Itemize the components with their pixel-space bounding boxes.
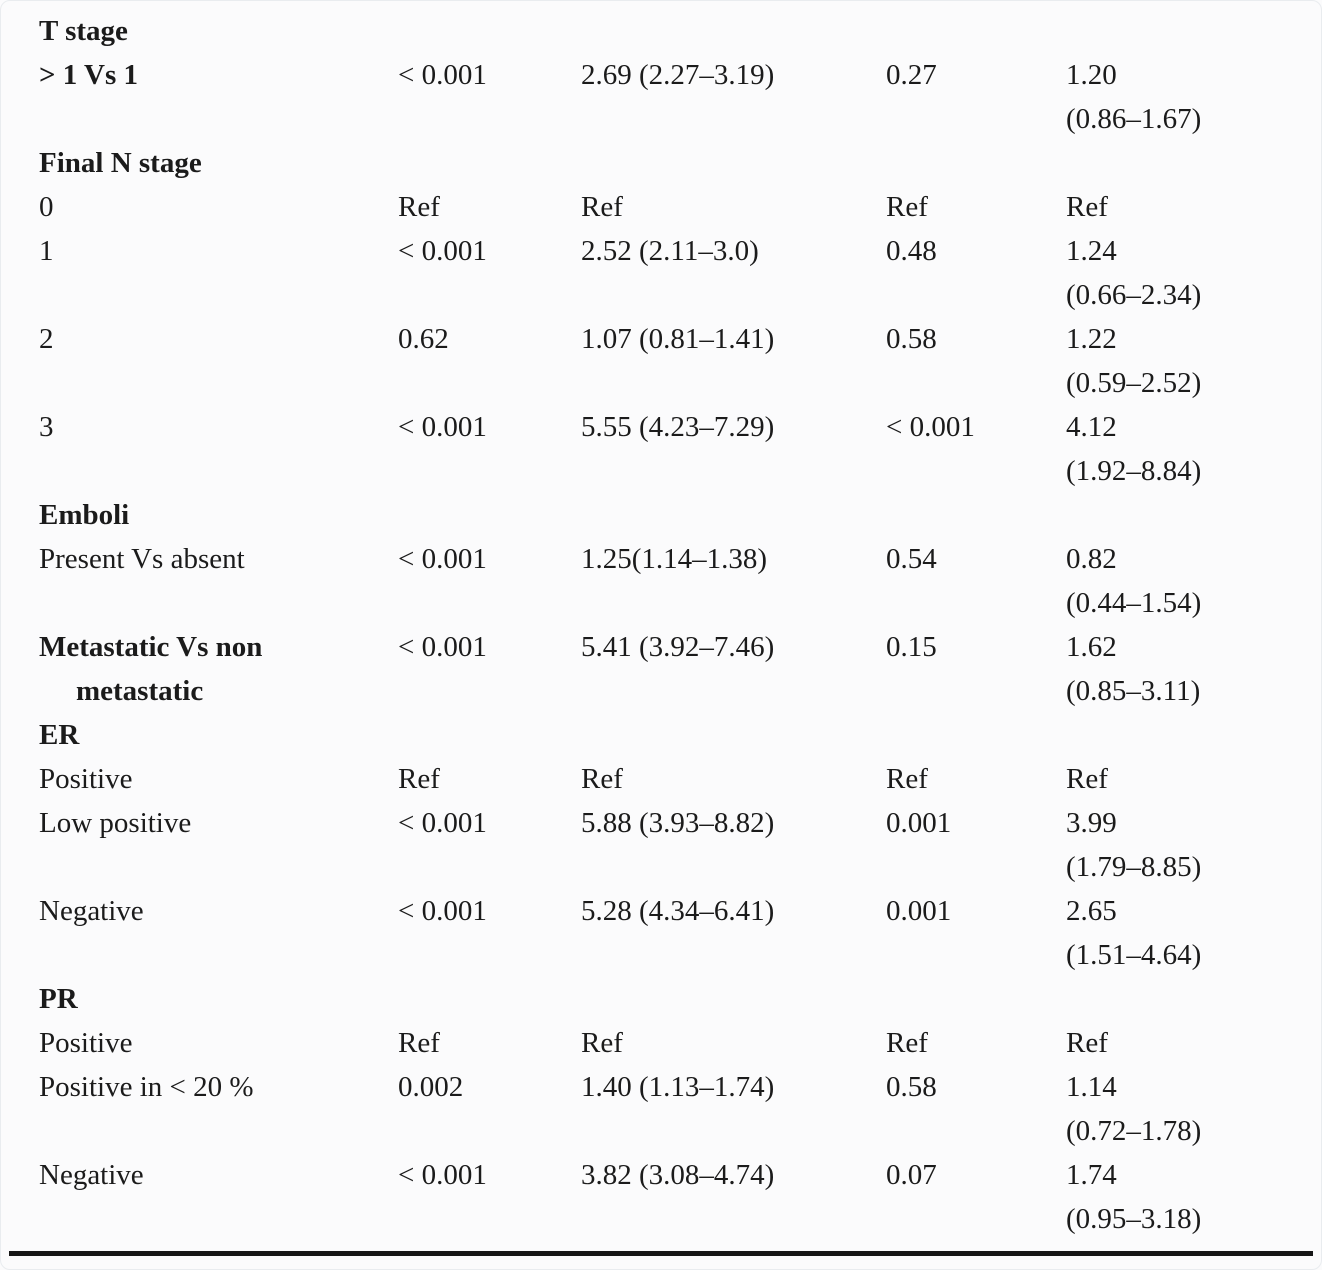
mva-hr-ci-cell: Ref <box>1066 1021 1321 1065</box>
mva-hr-ci: (0.72–1.78) <box>1066 1115 1202 1147</box>
mva-hr-value: 2.65 <box>1066 895 1117 927</box>
row-label: Metastatic Vs non metastatic <box>39 631 263 707</box>
table-body: T stage > 1 Vs 1 < 0.001 2.69 (2.27–3.19) 0.… <box>39 9 1321 1241</box>
row-label: 3 <box>39 411 54 443</box>
uva-p-value-cell: < 0.001 <box>398 59 487 91</box>
uva-p-value-cell: 0.62 <box>398 323 449 355</box>
mva-hr-ci: (0.44–1.54) <box>1066 587 1202 619</box>
mva-hr-value: 1.24 <box>1066 235 1117 267</box>
section-header: Emboli <box>39 499 130 531</box>
mva-hr-ci: (0.59–2.52) <box>1066 367 1202 399</box>
row-label: Present Vs absent <box>39 543 245 575</box>
uva-hr-ci-cell: Ref <box>581 191 623 223</box>
mva-p-value-cell: 0.27 <box>886 59 937 91</box>
row-label: Negative <box>39 1159 144 1191</box>
section-header: PR <box>39 983 78 1015</box>
row-label: > 1 Vs 1 <box>39 59 138 91</box>
row-label: Positive <box>39 763 133 795</box>
mva-hr-ci-cell: 4.12 (1.92–8.84) <box>1066 405 1321 493</box>
uva-hr-ci-cell: 5.28 (4.34–6.41) <box>581 895 775 927</box>
mva-p-value-cell: 0.48 <box>886 235 937 267</box>
mva-hr-ci: (0.95–3.18) <box>1066 1203 1202 1235</box>
mva-hr-ci-cell: 1.22 (0.59–2.52) <box>1066 317 1321 405</box>
row-label: 2 <box>39 323 54 355</box>
uva-p-value-cell: < 0.001 <box>398 807 487 839</box>
uva-hr-ci-cell: 1.07 (0.81–1.41) <box>581 323 775 355</box>
mva-hr-value: 4.12 <box>1066 411 1117 443</box>
mva-hr-value: Ref <box>1066 191 1108 223</box>
uva-p-value-cell: < 0.001 <box>398 235 487 267</box>
section-header: T stage <box>39 15 128 47</box>
uva-p-value-cell: < 0.001 <box>398 631 487 663</box>
mva-hr-value: 1.20 <box>1066 59 1117 91</box>
mva-hr-ci: (0.66–2.34) <box>1066 279 1202 311</box>
mva-hr-ci: (1.79–8.85) <box>1066 851 1202 883</box>
mva-hr-ci-cell: 1.74 (0.95–3.18) <box>1066 1153 1321 1241</box>
row-label: Low positive <box>39 807 192 839</box>
row-label: Positive in < 20 % <box>39 1071 254 1103</box>
mva-hr-ci: (0.86–1.67) <box>1066 103 1202 135</box>
mva-p-value-cell: 0.54 <box>886 543 937 575</box>
mva-hr-ci: (1.92–8.84) <box>1066 455 1202 487</box>
uva-p-value-cell: Ref <box>398 1027 440 1059</box>
row-label: Positive <box>39 1027 133 1059</box>
uva-hr-ci-cell: 1.25(1.14–1.38) <box>581 543 768 575</box>
mva-hr-ci-cell: 1.62 (0.85–3.11) <box>1066 625 1321 713</box>
uva-p-value-cell: Ref <box>398 191 440 223</box>
uva-hr-ci-cell: 5.55 (4.23–7.29) <box>581 411 775 443</box>
uva-p-value-cell: < 0.001 <box>398 895 487 927</box>
mva-p-value-cell: 0.58 <box>886 1071 937 1103</box>
table-bottom-rule <box>9 1251 1313 1256</box>
section-header: Final N stage <box>39 147 202 179</box>
uva-p-value-cell: Ref <box>398 763 440 795</box>
uva-p-value-cell: 0.002 <box>398 1071 464 1103</box>
mva-hr-ci: (0.85–3.11) <box>1066 675 1201 707</box>
mva-p-value-cell: 0.15 <box>886 631 937 663</box>
row-label: 0 <box>39 191 54 223</box>
uva-p-value-cell: < 0.001 <box>398 1159 487 1191</box>
mva-hr-ci: (1.51–4.64) <box>1066 939 1202 971</box>
mva-hr-value: 1.74 <box>1066 1159 1117 1191</box>
mva-p-value-cell: < 0.001 <box>886 411 975 443</box>
mva-p-value-cell: Ref <box>886 191 928 223</box>
uva-hr-ci-cell: Ref <box>581 763 623 795</box>
mva-hr-ci-cell: 0.82 (0.44–1.54) <box>1066 537 1321 625</box>
mva-p-value-cell: 0.58 <box>886 323 937 355</box>
mva-hr-ci-cell: 1.24 (0.66–2.34) <box>1066 229 1321 317</box>
uva-hr-ci-cell: 1.40 (1.13–1.74) <box>581 1071 775 1103</box>
mva-p-value-cell: Ref <box>886 763 928 795</box>
row-label: 1 <box>39 235 54 267</box>
mva-hr-ci-cell: Ref <box>1066 757 1321 801</box>
uva-p-value-cell: < 0.001 <box>398 411 487 443</box>
uva-hr-ci-cell: 5.88 (3.93–8.82) <box>581 807 775 839</box>
mva-p-value-cell: 0.001 <box>886 807 952 839</box>
uva-hr-ci-cell: 5.41 (3.92–7.46) <box>581 631 775 663</box>
mva-hr-value: 1.22 <box>1066 323 1117 355</box>
mva-hr-value: 0.82 <box>1066 543 1117 575</box>
mva-hr-ci-cell: Ref <box>1066 185 1321 229</box>
mva-hr-value: 1.62 <box>1066 631 1117 663</box>
mva-hr-value: Ref <box>1066 1027 1108 1059</box>
mva-hr-value: Ref <box>1066 763 1108 795</box>
mva-p-value-cell: Ref <box>886 1027 928 1059</box>
mva-hr-ci-cell: 2.65 (1.51–4.64) <box>1066 889 1321 977</box>
uva-hr-ci-cell: 2.52 (2.11–3.0) <box>581 235 759 267</box>
mva-p-value-cell: 0.001 <box>886 895 952 927</box>
uva-hr-ci-cell: 2.69 (2.27–3.19) <box>581 59 775 91</box>
mva-p-value-cell: 0.07 <box>886 1159 937 1191</box>
uva-p-value-cell: < 0.001 <box>398 543 487 575</box>
mva-hr-ci-cell: 1.20 (0.86–1.67) <box>1066 53 1321 141</box>
row-label: Negative <box>39 895 144 927</box>
mva-hr-ci-cell: 3.99 (1.79–8.85) <box>1066 801 1321 889</box>
mva-hr-value: 1.14 <box>1066 1071 1117 1103</box>
uva-hr-ci-cell: Ref <box>581 1027 623 1059</box>
section-header: ER <box>39 719 80 751</box>
uva-hr-ci-cell: 3.82 (3.08–4.74) <box>581 1159 775 1191</box>
mva-hr-ci-cell: 1.14 (0.72–1.78) <box>1066 1065 1321 1153</box>
mva-hr-value: 3.99 <box>1066 807 1117 839</box>
